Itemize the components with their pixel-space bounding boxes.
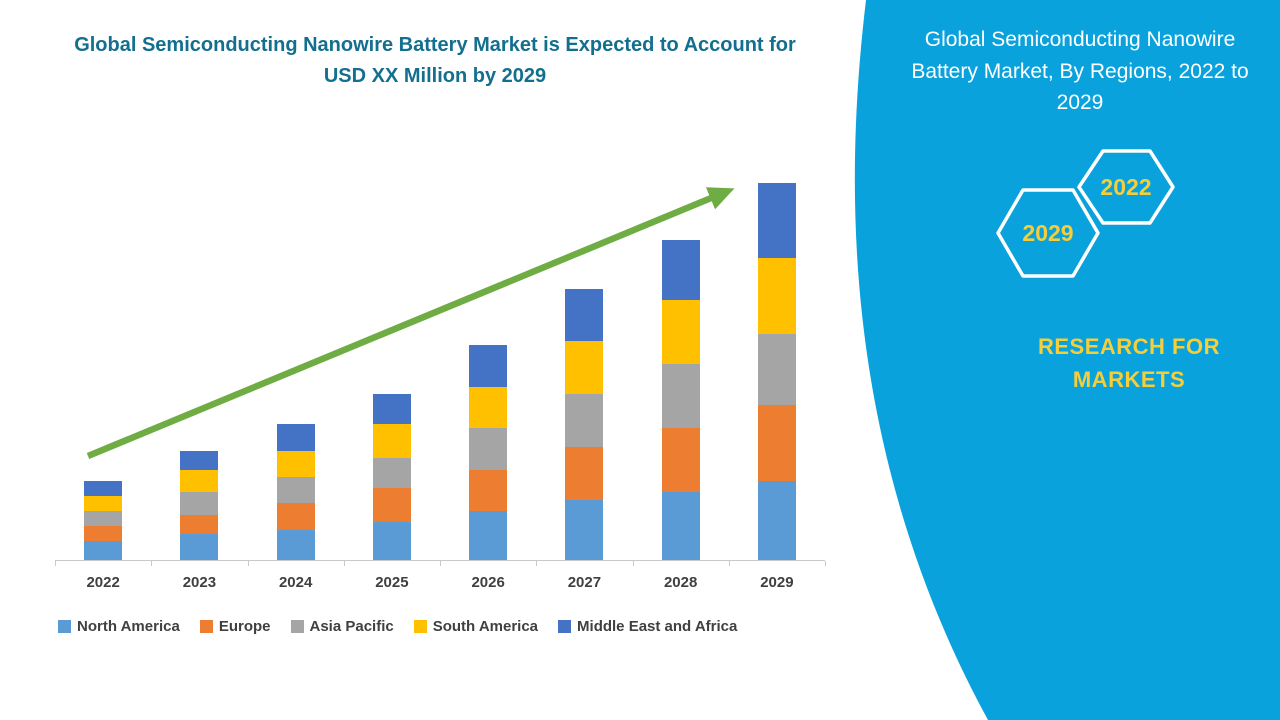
bar-segment-2029-middle-east-and-africa (757, 183, 796, 259)
bar-2029 (757, 183, 796, 560)
bar-segment-2023-north-america (180, 533, 219, 560)
x-label-2023: 2023 (182, 574, 217, 591)
bar-2027 (565, 288, 604, 560)
legend-swatch (290, 620, 304, 633)
bar-segment-2028-south-america (661, 299, 700, 364)
bar-2024 (276, 424, 315, 560)
bar-segment-2026-europe (469, 469, 508, 511)
x-label-2028: 2028 (663, 574, 698, 591)
bar-segment-2024-middle-east-and-africa (276, 424, 315, 451)
axis-tick (151, 561, 153, 566)
bar-segment-2023-middle-east-and-africa (180, 450, 219, 470)
bar-segment-2022-europe (84, 526, 123, 542)
bar-segment-2024-north-america (276, 529, 315, 560)
bar-segment-2024-south-america (276, 450, 315, 478)
legend-label: South America (432, 618, 539, 635)
panel-curve (854, 0, 1280, 720)
legend-swatch (58, 620, 71, 633)
axis-tick (247, 561, 249, 566)
hexagon-badges: 2029 2022 (996, 149, 1175, 278)
axis-tick (55, 561, 56, 566)
stacked-bars (55, 175, 825, 560)
x-label-2029: 2029 (760, 574, 794, 591)
bar-segment-2023-asia-pacific (180, 492, 219, 515)
bar-segment-2022-north-america (84, 541, 123, 560)
legend-item-europe: Europe (199, 618, 271, 635)
bar-segment-2028-europe (661, 428, 700, 493)
bar-segment-2028-middle-east-and-africa (661, 239, 700, 300)
legend-item-north-america: North America (58, 618, 180, 635)
bar-segment-2027-south-america (565, 341, 604, 395)
axis-tick (536, 561, 538, 566)
bar-2022 (84, 480, 123, 560)
legend-swatch (558, 620, 572, 633)
axis-tick (632, 561, 634, 566)
legend-label: Europe (218, 618, 271, 635)
bar-segment-2026-middle-east-and-africa (469, 345, 508, 387)
x-label-2024: 2024 (278, 574, 313, 591)
bar-segment-2028-north-america (661, 492, 700, 560)
panel-heading: Global Semiconducting Nanowire Battery M… (911, 28, 1249, 114)
hexagon-2029-label: 2029 (1022, 220, 1073, 246)
bar-segment-2027-north-america (565, 499, 604, 560)
bar-segment-2025-south-america (372, 424, 411, 459)
bar-segment-2027-asia-pacific (565, 394, 604, 447)
hexagon-2022 (1077, 149, 1175, 225)
bar-segment-2028-asia-pacific (661, 363, 700, 429)
legend-item-asia-pacific: Asia Pacific (290, 618, 394, 635)
hexagon-2022-label: 2022 (1100, 174, 1151, 200)
legend-label: Middle East and Africa (577, 618, 738, 635)
bar-2023 (180, 450, 219, 560)
chart-title: Global Semiconducting Nanowire Battery M… (74, 34, 796, 87)
bar-segment-2026-south-america (469, 386, 508, 428)
bar-segment-2029-europe (757, 405, 796, 481)
axis-tick (343, 561, 345, 566)
x-label-2025: 2025 (375, 574, 409, 591)
bar-segment-2029-asia-pacific (757, 333, 796, 406)
bar-segment-2023-europe (180, 514, 219, 534)
bar-segment-2025-north-america (372, 522, 411, 560)
bar-segment-2024-asia-pacific (276, 477, 315, 504)
axis-tick (825, 561, 826, 566)
bar-segment-2022-middle-east-and-africa (84, 480, 123, 496)
legend-label: North America (77, 618, 180, 635)
hexagon-2029 (996, 188, 1100, 278)
bar-segment-2029-north-america (757, 480, 796, 560)
chart-plot-area (55, 175, 825, 560)
x-axis-labels: 2022 2023 2024 2025 2026 2027 2028 2029 (55, 574, 825, 591)
chart-legend: North America Europe Asia Pacific South Ame… (58, 618, 737, 635)
legend-swatch (413, 620, 427, 633)
bar-segment-2024-europe (276, 503, 315, 530)
bar-segment-2022-south-america (84, 495, 123, 511)
legend-item-middle-east-and-africa: Middle East and Africa (558, 618, 737, 635)
bar-segment-2027-europe (565, 446, 604, 500)
bar-segment-2025-middle-east-and-africa (372, 394, 411, 425)
x-label-2027: 2027 (567, 574, 602, 591)
bar-2025 (372, 394, 411, 560)
bar-segment-2022-asia-pacific (84, 510, 123, 527)
bar-2026 (469, 345, 508, 560)
x-label-2022: 2022 (86, 574, 120, 591)
bar-segment-2023-south-america (180, 469, 219, 493)
legend-swatch (199, 620, 213, 633)
bar-segment-2025-asia-pacific (372, 458, 411, 489)
bar-segment-2025-europe (372, 488, 411, 523)
bar-segment-2029-south-america (757, 258, 796, 334)
axis-tick (440, 561, 441, 566)
legend-label: Asia Pacific (309, 618, 394, 635)
brand-text: RESEARCH FOR MARKETS (1037, 334, 1220, 392)
bar-segment-2026-asia-pacific (469, 428, 508, 470)
legend-item-south-america: South America (413, 618, 539, 635)
bar-segment-2026-north-america (469, 511, 508, 560)
bar-2028 (661, 239, 700, 560)
axis-tick (728, 561, 730, 566)
bar-segment-2027-middle-east-and-africa (565, 288, 604, 342)
x-axis-line (55, 560, 826, 566)
x-label-2026: 2026 (471, 574, 505, 591)
